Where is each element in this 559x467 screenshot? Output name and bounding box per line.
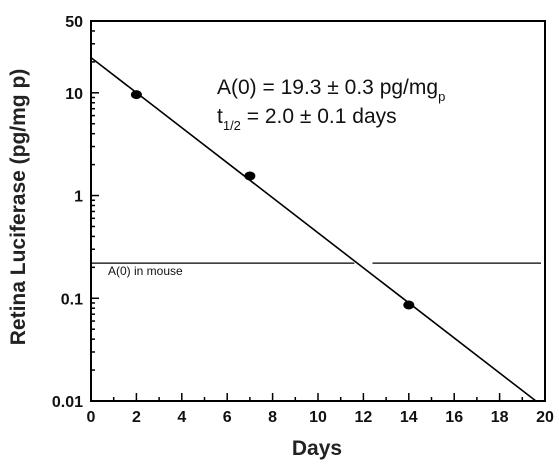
fit-line — [90, 56, 537, 402]
x-tick-label: 4 — [177, 409, 186, 426]
x-tick-label: 12 — [355, 409, 373, 426]
y-tick-label: 50 — [65, 14, 83, 31]
x-tick-label: 20 — [536, 409, 554, 426]
data-point — [244, 171, 256, 181]
x-axis-title: Days — [292, 437, 342, 460]
x-axis-ticks: 0 2 4 6 8 10 12 14 16 18 20 — [87, 393, 554, 426]
x-tick-label: 0 — [87, 409, 96, 426]
y-axis-title: Retina Luciferase (pg/mg p) — [7, 69, 30, 346]
data-points — [130, 90, 415, 310]
annotation-half-life: t1/2 = 2.0 ± 0.1 days — [217, 105, 397, 133]
plot-frame — [90, 20, 546, 402]
reference-line-label: A(0) in mouse — [108, 264, 183, 278]
x-tick-label: 14 — [400, 409, 418, 426]
x-tick-label: 16 — [445, 409, 463, 426]
data-point — [130, 90, 142, 100]
x-tick-label: 8 — [268, 409, 277, 426]
annotation-half-life-value: = 2.0 ± 0.1 days — [241, 105, 397, 128]
x-tick-label: 6 — [223, 409, 232, 426]
y-tick-label: 0.1 — [61, 291, 83, 308]
y-tick-label: 0.01 — [52, 394, 83, 411]
fit-line-group — [90, 56, 537, 402]
annotation-a0-subscript: p — [438, 89, 445, 104]
annotation-half-life-subscript: 1/2 — [223, 118, 241, 133]
y-tick-label: 10 — [65, 86, 83, 103]
annotation-a0: A(0) = 19.3 ± 0.3 pg/mgp — [217, 76, 445, 104]
x-tick-label: 10 — [309, 409, 327, 426]
annotation-half-life-symbol: t — [217, 105, 223, 128]
annotation-a0-text: A(0) = 19.3 ± 0.3 pg/mg — [217, 76, 438, 99]
data-point — [403, 300, 415, 310]
y-tick-label: 1 — [74, 189, 83, 206]
x-tick-label: 18 — [491, 409, 509, 426]
x-tick-label: 2 — [132, 409, 141, 426]
y-axis-ticks: 0.01 0.1 1 10 50 — [52, 14, 99, 411]
